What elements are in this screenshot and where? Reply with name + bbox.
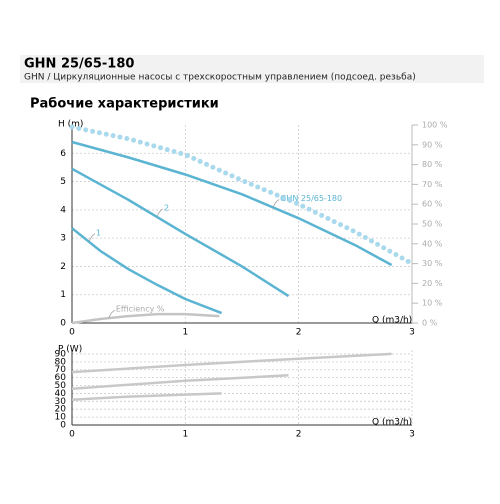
x-tick-label: 0 xyxy=(69,430,75,440)
y2-tick-label: 70 % xyxy=(422,180,443,189)
y-tick-label: 30 xyxy=(55,397,67,407)
label-leader xyxy=(108,309,116,319)
y-axis-label: H (m) xyxy=(58,120,83,130)
series-line xyxy=(71,227,223,315)
label-leader xyxy=(156,208,164,218)
y-tick-label: 3 xyxy=(60,234,66,244)
series-label: 2 xyxy=(164,203,169,212)
y-tick-label: 20 xyxy=(55,405,67,415)
y2-tick-label: 30 % xyxy=(422,259,443,268)
series-line xyxy=(71,140,393,267)
label-leader xyxy=(88,233,96,242)
series-label: Efficiency % xyxy=(116,305,165,314)
x-tick-label: 1 xyxy=(182,328,188,338)
y2-tick-label: 40 % xyxy=(422,239,443,248)
y2-tick-label: 50 % xyxy=(422,220,443,229)
section-title: Рабочие характеристики xyxy=(30,97,219,112)
x-axis-label: Q (m3/h) xyxy=(372,418,412,428)
y2-tick-label: 20 % xyxy=(422,279,443,288)
series-line xyxy=(71,374,289,390)
y-tick-label: 2 xyxy=(60,262,66,272)
y-tick-label: 60 xyxy=(55,373,67,383)
y-tick-label: 90 xyxy=(55,349,67,359)
series-line xyxy=(71,392,222,401)
y2-tick-label: 90 % xyxy=(422,140,443,149)
page-subtitle: GHN / Циркуляционные насосы с трехскорос… xyxy=(24,73,416,83)
x-tick-label: 0 xyxy=(69,328,75,338)
x-axis-label: Q (m3/h) xyxy=(372,316,412,326)
y-tick-label: 4 xyxy=(60,205,66,215)
series-line xyxy=(71,167,290,298)
y-tick-label: 40 xyxy=(55,389,67,399)
x-tick-label: 2 xyxy=(296,430,302,440)
x-tick-label: 3 xyxy=(409,430,415,440)
y-tick-label: 1 xyxy=(60,290,66,300)
x-tick-label: 3 xyxy=(409,328,415,338)
y-tick-label: 0 xyxy=(60,319,66,329)
x-tick-label: 2 xyxy=(296,328,302,338)
y-tick-label: 5 xyxy=(60,177,66,187)
header-band xyxy=(20,55,484,83)
y2-tick-label: 80 % xyxy=(422,160,443,169)
y-tick-label: 0 xyxy=(60,421,66,431)
series-line xyxy=(71,352,392,374)
y-tick-label: 70 xyxy=(55,365,67,375)
y-axis-label: P (W) xyxy=(58,345,82,355)
efficiency-curve xyxy=(69,124,415,267)
y2-tick-label: 100 % xyxy=(422,121,448,130)
y2-tick-label: 10 % xyxy=(422,299,443,308)
series-line xyxy=(71,312,220,325)
y-tick-label: 80 xyxy=(55,357,67,367)
y-tick-label: 10 xyxy=(55,413,67,423)
series-label: 1 xyxy=(96,228,101,237)
y2-tick-label: 60 % xyxy=(422,200,443,209)
x-tick-label: 1 xyxy=(182,430,188,440)
page-title: GHN 25/65-180 xyxy=(24,57,134,72)
label-leader xyxy=(272,199,280,208)
y-tick-label: 6 xyxy=(60,149,66,159)
y2-tick-label: 0 % xyxy=(422,319,438,328)
series-label: GHN 25/65-180 xyxy=(280,194,342,203)
y-tick-label: 50 xyxy=(55,381,67,391)
